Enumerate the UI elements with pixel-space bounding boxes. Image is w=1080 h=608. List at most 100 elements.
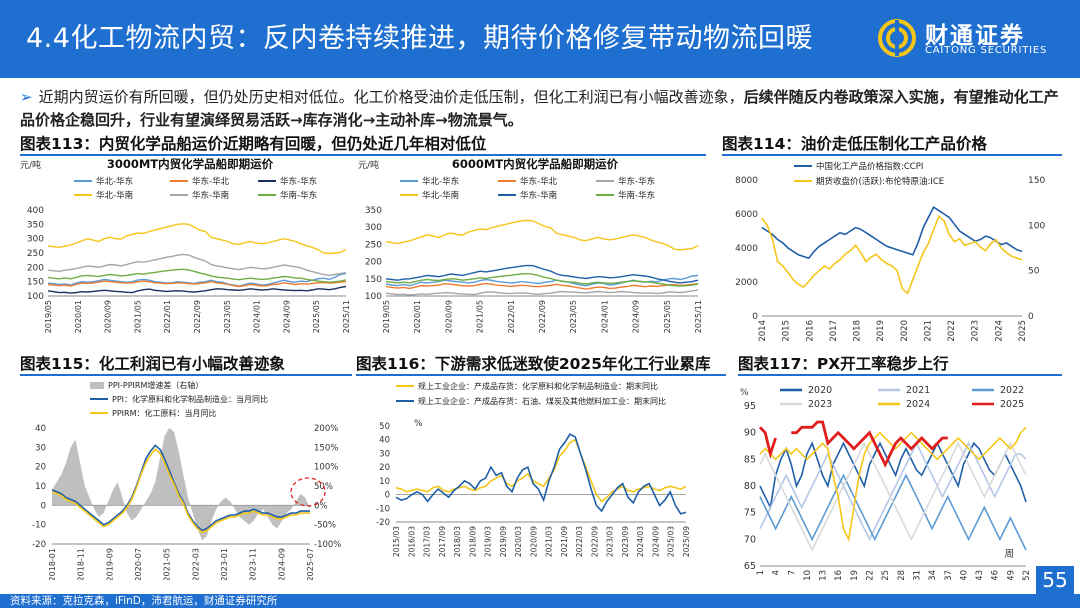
x-tick-label: 22 [866,570,876,580]
legend-label: 2023 [808,399,832,410]
series-2024 [759,426,1027,542]
legend-label: 2025 [1000,399,1024,410]
y-tick-label: 200 [365,258,382,268]
series-2021 [759,441,1027,542]
unit-label: % [414,419,423,429]
x-tick-label: 2019-09 [105,548,114,580]
x-tick-label: 2023/03 [606,526,615,557]
x-tick-label: 2021/09 [560,526,569,557]
x-tick-label: 2022/09 [590,526,599,557]
brand-name-cn: 财通证券 [925,23,1025,49]
x-tick-label: 2025/05 [663,300,672,333]
y-tick-label: 350 [365,206,382,216]
x-tick-label: 2023-01 [220,548,229,580]
x-tick-label: 2016/03 [407,526,416,557]
series-PPI：化学原料和化学制品制造业：当月同比 [51,444,310,532]
y-tick-label: 95 [744,401,756,412]
y-tick-label: 150 [27,278,44,288]
x-tick-label: 2024/03 [636,526,645,557]
x-tick-label: 2017/03 [423,526,432,557]
x-tick-label: 2025/09 [682,526,691,557]
x-tick-label: 49 [1006,570,1016,580]
x-tick-label: 2015/03 [392,526,401,557]
header-bar: 4.4化工物流内贸：反内卷持续推进，期待价格修复带动物流回暖 财通证券 CAIT… [0,0,1080,78]
y-tick-label: 100 [1028,221,1045,231]
y-tick-label: 70 [744,534,756,545]
y-tick-label: 150 [1028,176,1045,186]
y-tick-label: 200 [27,263,44,273]
x-tick-label: 2018/09 [468,526,477,557]
x-tick-label: 2022/03 [575,526,584,557]
y-tick-label: 400 [27,206,44,216]
x-tick-label: 2024/01 [253,300,262,333]
y-tick-label: 10 [379,477,390,487]
legend-label: 中国化工产品价格指数:CCPI [816,161,923,172]
x-tick-label: 2022 [947,320,957,342]
x-tick-label: 25 [881,570,891,580]
y-tick-label: 150% [314,443,338,453]
x-tick-label: 37 [944,570,954,580]
chart-chem-profit: PPI-PPIRM增速差（右轴） PPI：化学原料和化学制品制造业：当月同比 PPI… [32,380,341,580]
y-tick-label: 0 [752,312,758,322]
legend-label: 华东-华东 [280,176,317,187]
legend-label: 2022 [1000,385,1024,396]
legend-label: 华东-华北 [520,176,558,187]
x-tick-label: 2023/09 [621,526,630,557]
source-note: 资料来源：克拉克森，iFinD，沛君航运，财通证券研究所 [10,595,278,607]
x-tick-label: 19 [850,570,860,580]
y-tick-label: 0% [314,501,328,511]
y-tick-label: 50 [379,422,390,432]
x-tick-label: 28 [897,570,907,580]
series-规上工业企业：产成品存货：化学原料和化学制品制造业：期末同比 [395,438,687,503]
y-tick-label: 40 [379,436,390,446]
y-tick-label: 75 [744,508,756,519]
figure-117-rule [738,374,1062,376]
summary-normal: 近期内贸运价有所回暖，但仍处历史相对低位。化工价格受油价走低压制，但化工利润已有… [38,88,744,106]
y-tick-label: -20 [376,518,390,528]
x-tick-label: 2024/01 [600,300,609,333]
x-tick-label: 2023/05 [569,300,578,333]
brand-logo: 财通证券 CAITONG SECURITIES [877,14,1057,64]
y-tick-label: -10 [376,504,390,514]
series-area-ppi-ppirm [52,428,310,541]
legend-label: 华北-华东 [422,176,459,187]
x-tick-label: 2021 [923,320,933,342]
page-number: 55 [1036,566,1074,594]
highlight-circle [290,477,326,507]
series-期货收盘价(活跃):布伦特原油:ICE [761,214,1023,295]
series-华东-华北 [47,280,347,288]
x-tick-label: 2021/03 [545,526,554,557]
x-tick-label: 2024/09 [282,300,291,333]
x-tick-label: 2025/11 [694,300,703,333]
x-tick-label: 7 [787,570,797,575]
figure-117-title: 图表117：PX开工率稳步上行 [738,355,949,373]
x-tick-label: 43 [975,570,985,580]
y-tick-label: 80 [744,481,756,492]
figure-115-rule [20,374,352,376]
y-tick-label: 30 [35,443,46,453]
x-tick-label: 2020/01 [413,300,422,333]
x-tick-label: 2017/09 [438,526,447,557]
x-tick-label: 2016 [805,320,815,342]
x-tick-label: 52 [1022,570,1032,580]
x-tick-label: 13 [819,570,829,580]
series-2022 [759,473,1027,551]
x-tick-label: 2019 [876,320,886,342]
y-tick-label: -100% [314,540,341,550]
legend-label: 华东-华南 [520,190,557,201]
x-tick-label: 2017 [829,320,839,342]
footer-bar: 资料来源：克拉克森，iFinD，沛君航运，财通证券研究所 [0,594,1080,608]
chart-title: 6000MT内贸化学品船即期运价 [452,157,619,171]
y-tick-label: 20 [35,463,46,473]
x-tick-label: 2020/01 [74,300,83,333]
y-tick-label: 0 [1028,312,1034,322]
x-tick-label: 2024 [994,320,1004,342]
series-中国化工产品价格指数:CCPI [761,206,1023,260]
y-tick-label: 100% [314,463,338,473]
legend-swatch [90,382,104,389]
legend-label: PPI：化学原料和化学制品制造业：当月同比 [112,394,268,404]
figure-114-rule [722,154,1062,156]
x-tick-label: 2019/09 [499,526,508,557]
chart-ccpi-brent: 中国化工产品价格指数:CCPI 期货收盘价(活跃):布伦特原油:ICE 0 2000 4… [735,161,1045,342]
